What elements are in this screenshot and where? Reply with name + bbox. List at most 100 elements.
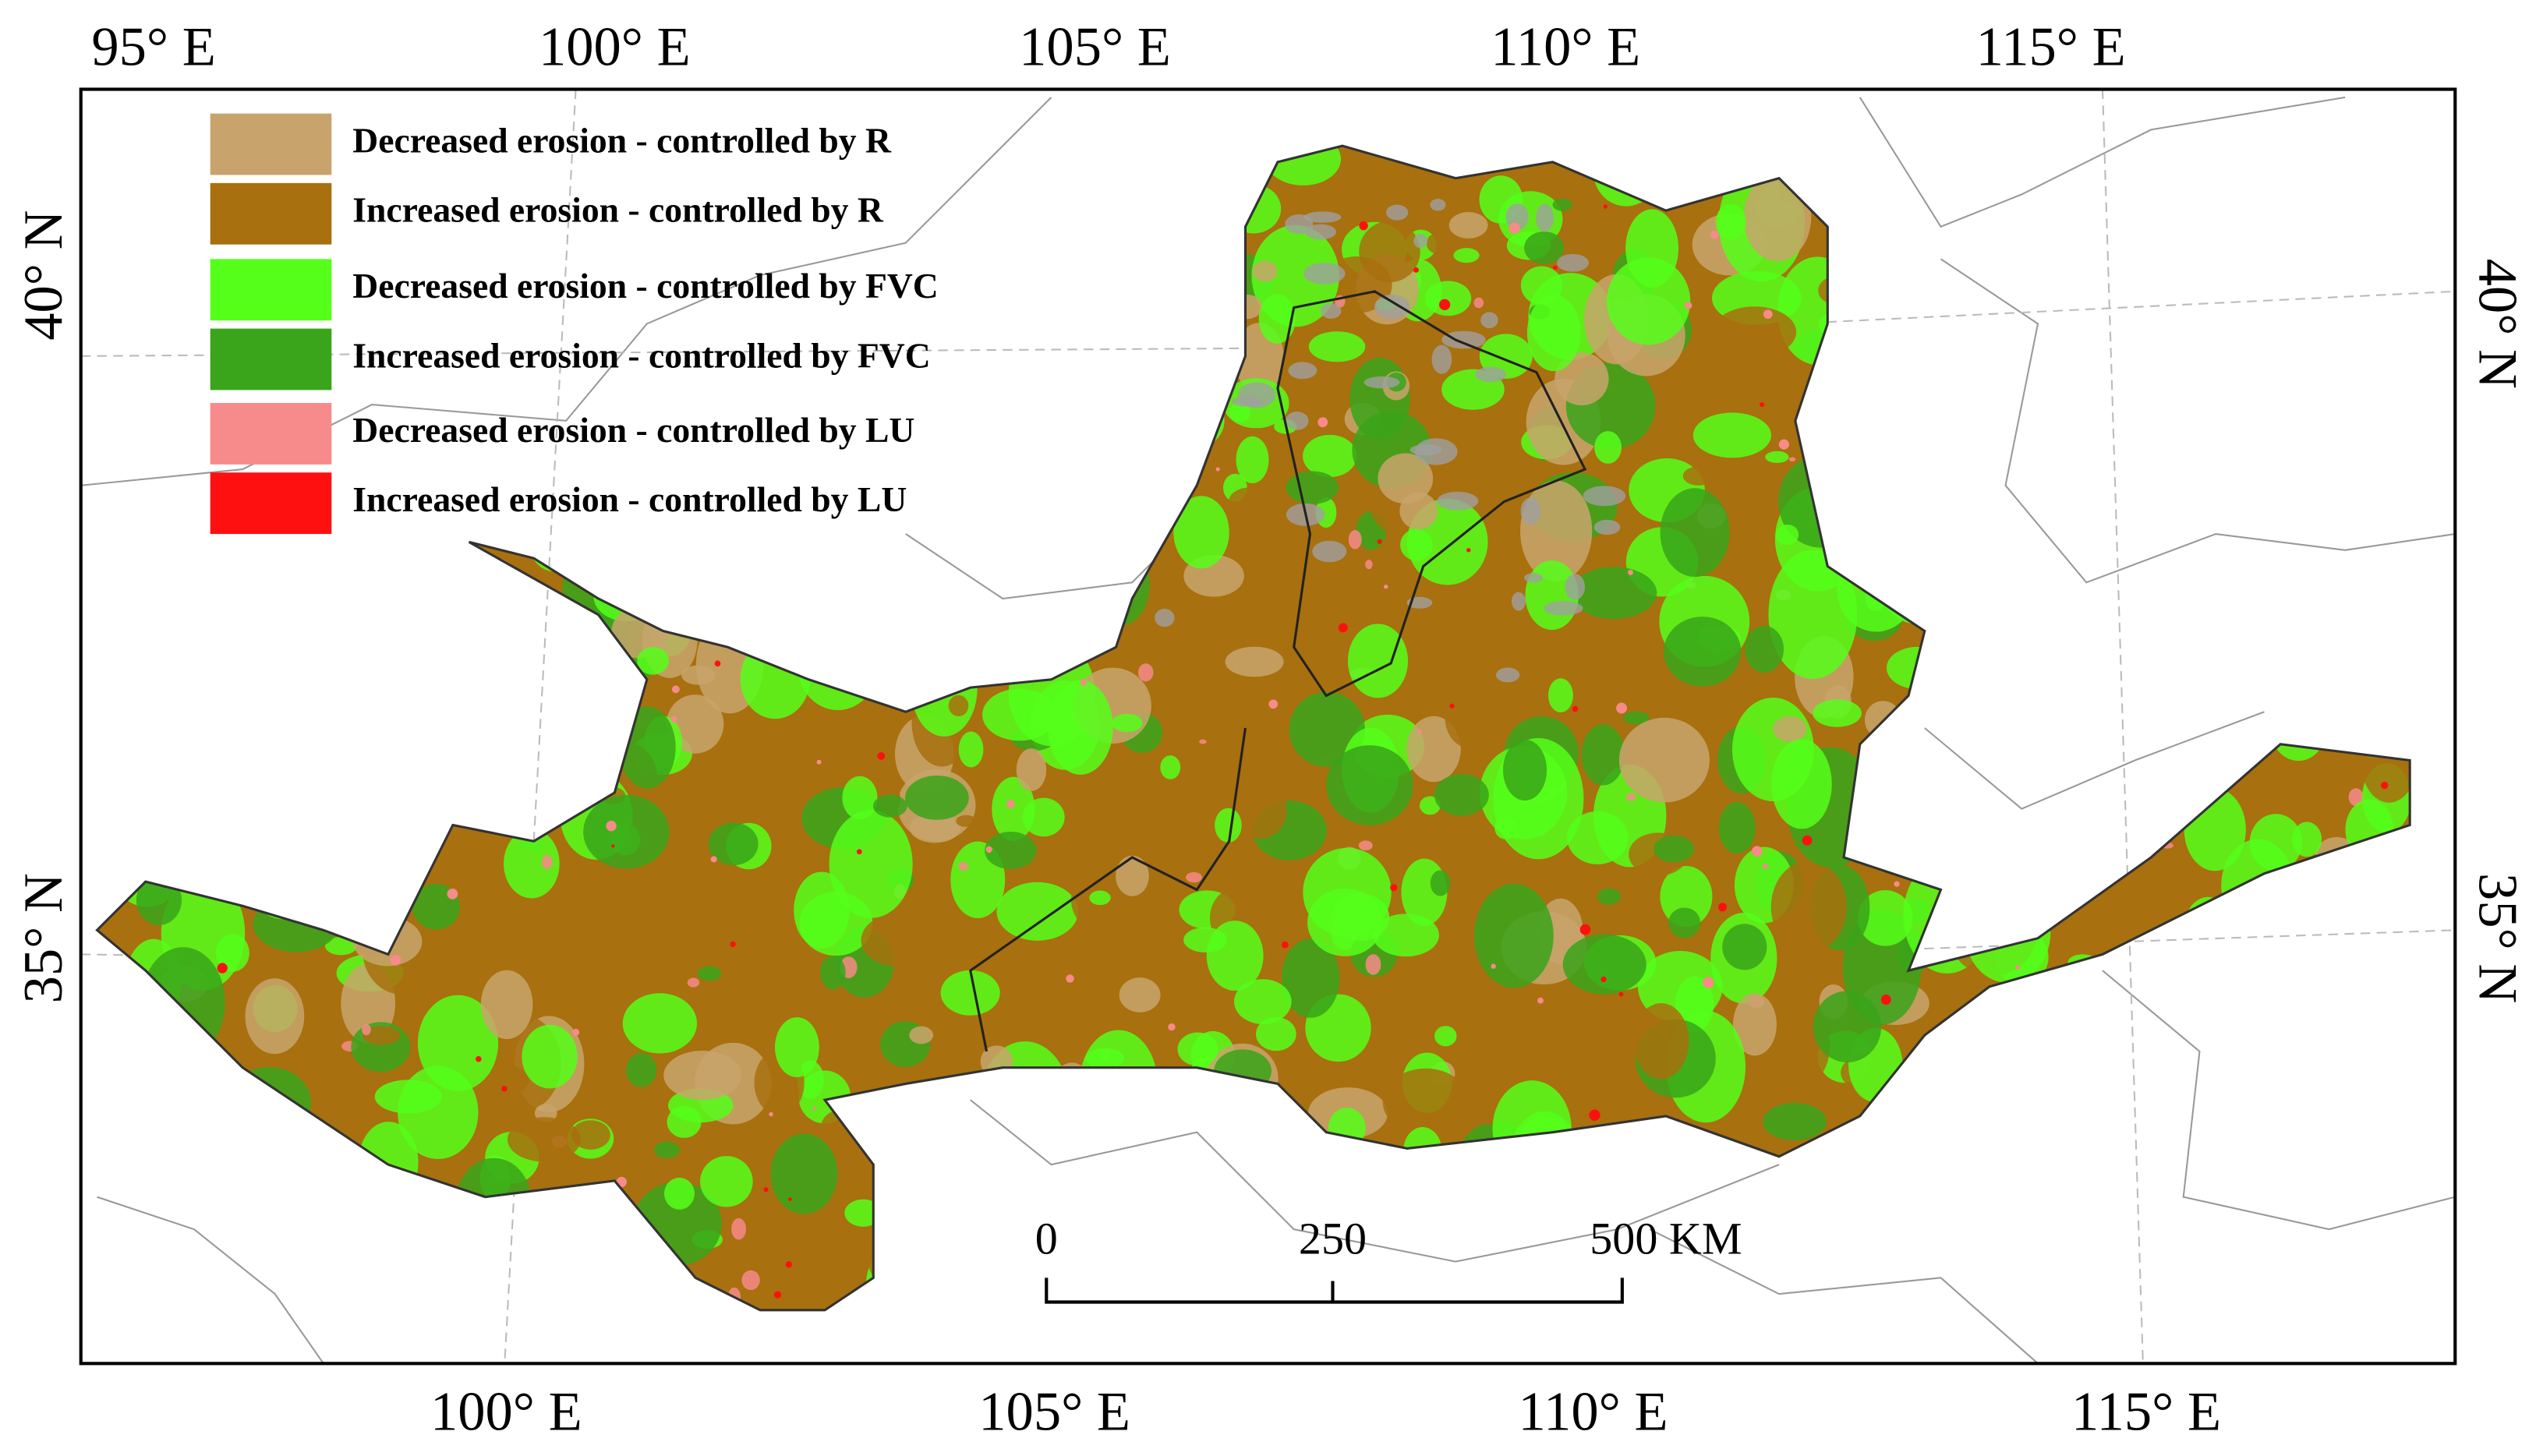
erosion-patch [1972,1096,1990,1119]
erosion-patch [1526,294,1581,372]
erosion-patch [1554,352,1609,406]
erosion-patch [1326,745,1413,825]
erosion-patch [1225,646,1284,677]
erosion-patch [861,914,932,967]
erosion-patch [1108,399,1127,420]
erosion-patch [2322,220,2401,265]
erosion-patch [231,565,253,583]
lu-patch [2197,333,2205,341]
erosion-patch [2230,235,2248,251]
erosion-patch [112,154,148,193]
erosion-patch [139,647,179,697]
erosion-patch [982,688,1057,741]
erosion-patch [1776,524,1799,546]
erosion-patch [1430,870,1451,896]
erosion-patch [779,520,792,528]
lu-patch [975,1301,985,1310]
erosion-patch [1823,395,1831,405]
erosion-patch [101,1036,165,1069]
longitude-label: 115° E [2071,1381,2221,1442]
no-data-patch [1363,376,1400,389]
lu-patch [900,541,908,549]
map-frame [79,87,2457,1366]
lu-patch [611,844,615,848]
erosion-patch [355,686,419,740]
erosion-patch [1581,724,1625,786]
no-data-patch [1511,592,1526,611]
lu-patch [730,941,736,948]
erosion-patch [1049,1201,1138,1262]
erosion-patch [2175,1205,2204,1230]
erosion-patch [97,299,158,386]
legend-label: Decreased erosion - controlled by FVC [352,266,938,306]
lu-patch [818,323,822,328]
no-data-patch [1238,382,1276,408]
erosion-patch [2232,974,2299,1020]
erosion-patch [1252,260,1278,282]
erosion-patch [2211,1095,2299,1215]
lu-patch [510,310,521,321]
erosion-patch [906,192,952,253]
erosion-patch [2199,1293,2230,1309]
erosion-patch [901,390,933,408]
erosion-patch [357,520,380,550]
lu-patch [199,1046,204,1051]
erosion-patch [324,936,357,956]
erosion-patch [970,513,1058,626]
erosion-patch [1455,1148,1482,1167]
lu-patch [1413,267,1419,273]
erosion-patch [1255,1016,1296,1051]
erosion-patch [945,1262,1017,1310]
erosion-patch [2221,839,2294,932]
erosion-patch [557,1257,604,1310]
lu-patch [2357,892,2366,901]
lu-patch [2177,328,2184,336]
erosion-patch [1328,1108,1366,1149]
erosion-patch [1965,882,2051,983]
coordinate-labels: 95° E 100° E 105° E 110° E 115° E 100° E 105° … [13,16,2528,1442]
erosion-patch [1162,326,1175,341]
legend-swatch [210,403,332,465]
lu-patch [2267,407,2274,415]
erosion-patch [596,537,662,580]
erosion-patch [930,1149,958,1164]
no-data-patch [1155,608,1175,627]
erosion-patch [1440,1236,1455,1255]
erosion-patch [1214,1049,1272,1093]
lu-patch [1491,963,1496,969]
erosion-patch [1208,207,1236,240]
lu-patch [1862,825,1870,833]
lu-patch [785,1261,792,1268]
erosion-patch [1059,940,1133,984]
erosion-patch [150,616,174,638]
erosion-patch [909,1026,934,1044]
erosion-patch [1287,1257,1297,1265]
erosion-patch [101,1088,186,1194]
no-data-patch [1544,600,1583,616]
erosion-patch [1857,473,1879,490]
erosion-patch [2060,1243,2124,1310]
boundary [1924,711,2265,810]
erosion-patch [2070,1270,2145,1310]
erosion-patch [395,449,412,472]
lu-patch [2299,635,2310,647]
erosion-patch [2017,1288,2073,1310]
longitude-label: 100° E [430,1381,582,1442]
erosion-patch [1965,1039,2004,1062]
lu-patch [907,1193,914,1201]
erosion-patch [2027,1079,2058,1124]
erosion-patch [819,956,846,990]
lu-patch [2389,916,2399,925]
erosion-patch [472,1264,532,1310]
erosion-patch [2361,725,2410,803]
erosion-patch [1018,499,1049,516]
erosion-patch [2092,514,2132,537]
lu-patch [2410,414,2419,422]
erosion-patch [775,1017,819,1078]
erosion-patch [1348,530,1362,550]
erosion-patch [1328,1144,1361,1180]
erosion-patch [1745,625,1784,673]
lu-patch [2381,781,2389,790]
erosion-patch [1380,1269,1416,1310]
